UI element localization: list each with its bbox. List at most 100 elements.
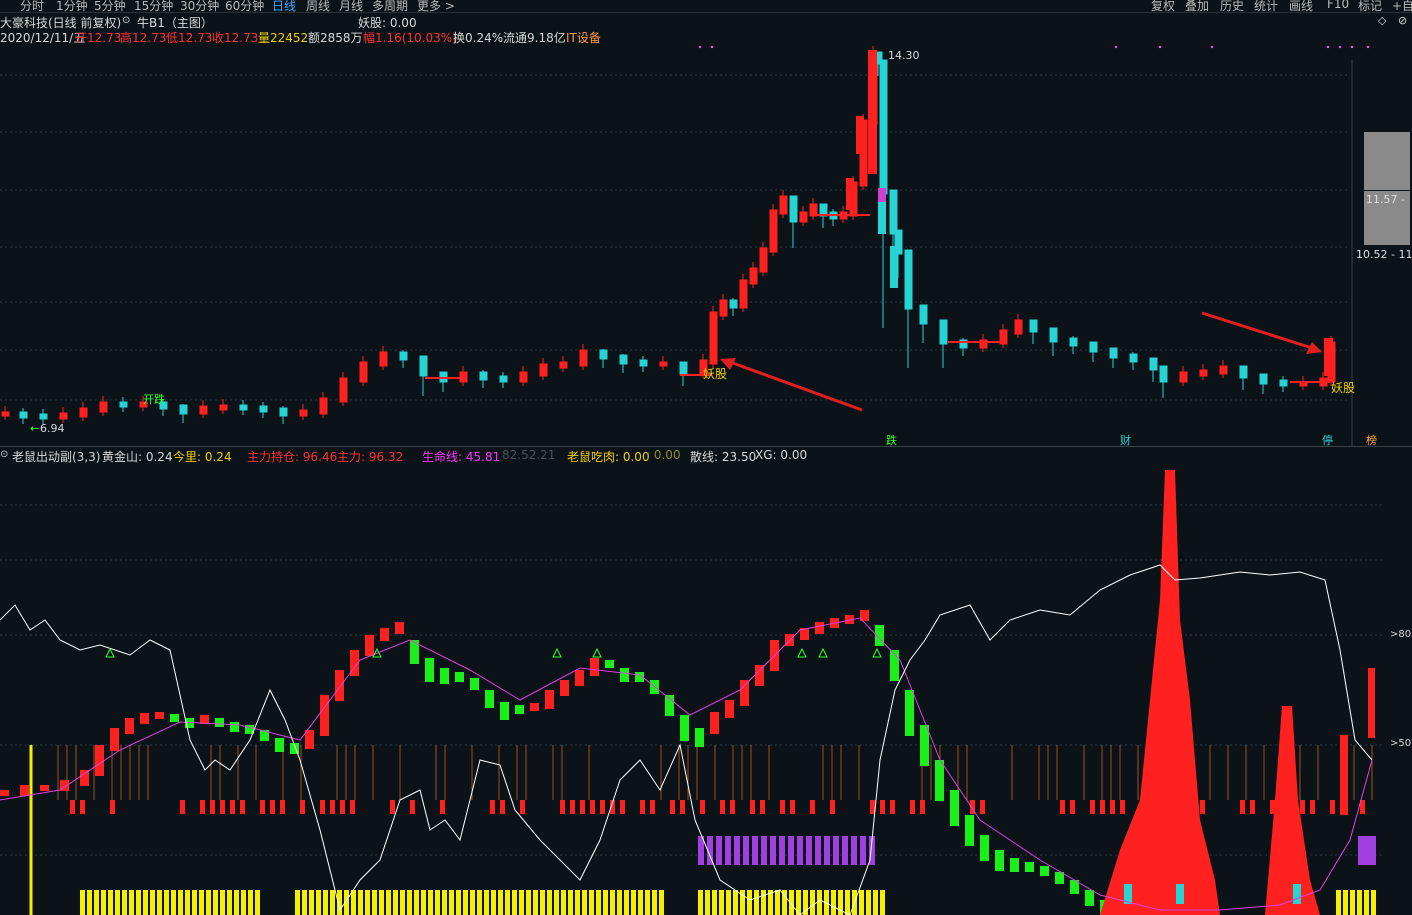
yellow-bar <box>157 890 162 915</box>
yellow-bar <box>393 890 398 915</box>
red-tick <box>580 800 585 814</box>
yellow-bar <box>705 890 710 915</box>
purple-bar <box>788 836 794 865</box>
yellow-bar <box>386 890 391 915</box>
yellow-bar <box>873 890 878 915</box>
purple-bar <box>752 836 758 865</box>
red-tick <box>1110 800 1115 814</box>
red-tick <box>920 800 925 814</box>
purple-bar <box>815 836 821 865</box>
indicator-block <box>605 660 614 668</box>
indicator-block <box>95 745 104 776</box>
red-tick <box>720 800 725 814</box>
yellow-bar <box>547 890 552 915</box>
yellow-bar <box>519 890 524 915</box>
indicator-block <box>425 658 434 682</box>
red-tick <box>390 800 395 814</box>
red-tick <box>200 800 205 814</box>
indicator-block <box>905 690 914 736</box>
red-tick <box>780 800 785 814</box>
yellow-bar <box>638 890 643 915</box>
yellow-bar <box>421 890 426 915</box>
indicator-block <box>230 722 239 732</box>
yellow-bar <box>87 890 92 915</box>
red-tick <box>300 800 305 814</box>
yellow-bar <box>575 890 580 915</box>
red-tick <box>730 800 735 814</box>
yellow-bar <box>880 890 885 915</box>
red-tick <box>810 800 815 814</box>
indicator-block <box>305 730 314 749</box>
indicator-block <box>395 622 404 634</box>
red-tick <box>1300 800 1305 814</box>
axis-label-80: >80 <box>1390 629 1411 640</box>
yellow-bar <box>295 890 300 915</box>
purple-bar <box>1358 836 1376 865</box>
indicator-block <box>455 672 464 682</box>
red-tick <box>1120 800 1125 814</box>
yellow-bar <box>540 890 545 915</box>
red-tick <box>270 800 275 814</box>
red-tick <box>880 800 885 814</box>
indicator-block <box>20 785 29 796</box>
red-tick <box>210 800 215 814</box>
yellow-bar <box>603 890 608 915</box>
triangle-signal <box>593 649 601 657</box>
yellow-bar <box>456 890 461 915</box>
red-tick <box>490 800 495 814</box>
red-tick <box>650 800 655 814</box>
yellow-bar <box>330 890 335 915</box>
indicator-block <box>380 628 389 641</box>
indicator-block <box>725 700 734 718</box>
yellow-bar <box>1336 890 1341 915</box>
red-tick <box>240 800 245 814</box>
red-tick <box>260 800 265 814</box>
volume-spike <box>1100 470 1220 915</box>
yellow-bar <box>185 890 190 915</box>
indicator-block <box>500 702 509 720</box>
yellow-bar <box>414 890 419 915</box>
purple-bar <box>824 836 830 865</box>
indicator-block <box>320 695 329 736</box>
yellow-bar <box>164 890 169 915</box>
yellow-bar <box>407 890 412 915</box>
yellow-bar <box>596 890 601 915</box>
yellow-bar <box>512 890 517 915</box>
yellow-bar <box>554 890 559 915</box>
red-tick <box>1100 800 1105 814</box>
red-tick <box>230 800 235 814</box>
axis-label-50: >50 <box>1390 738 1411 749</box>
red-tick <box>110 800 115 814</box>
indicator-block <box>1040 866 1049 876</box>
indicator-block <box>680 715 689 741</box>
indicator-block <box>0 790 9 796</box>
triangle-signal <box>553 649 561 657</box>
indicator-block <box>695 728 704 747</box>
indicator-block <box>620 668 629 682</box>
yellow-bar <box>435 890 440 915</box>
yellow-bar <box>248 890 253 915</box>
yellow-bar <box>227 890 232 915</box>
yellow-bar <box>108 890 113 915</box>
triangle-signal <box>819 649 827 657</box>
red-tick <box>570 800 575 814</box>
yellow-bar <box>712 890 717 915</box>
indicator-block <box>980 835 989 861</box>
yellow-bar <box>213 890 218 915</box>
yellow-bar <box>561 890 566 915</box>
red-tick <box>1200 800 1205 814</box>
red-tick <box>70 800 75 814</box>
yellow-bar <box>316 890 321 915</box>
red-tick <box>1250 800 1255 814</box>
yellow-bar <box>379 890 384 915</box>
indicator-block <box>440 668 449 684</box>
yellow-bar <box>845 890 850 915</box>
yellow-bar <box>617 890 622 915</box>
indicator-block <box>1055 872 1064 884</box>
red-tick <box>1060 800 1065 814</box>
yellow-bar <box>234 890 239 915</box>
yellow-bar <box>698 890 703 915</box>
purple-bar <box>797 836 803 865</box>
indicator-block <box>110 728 119 751</box>
